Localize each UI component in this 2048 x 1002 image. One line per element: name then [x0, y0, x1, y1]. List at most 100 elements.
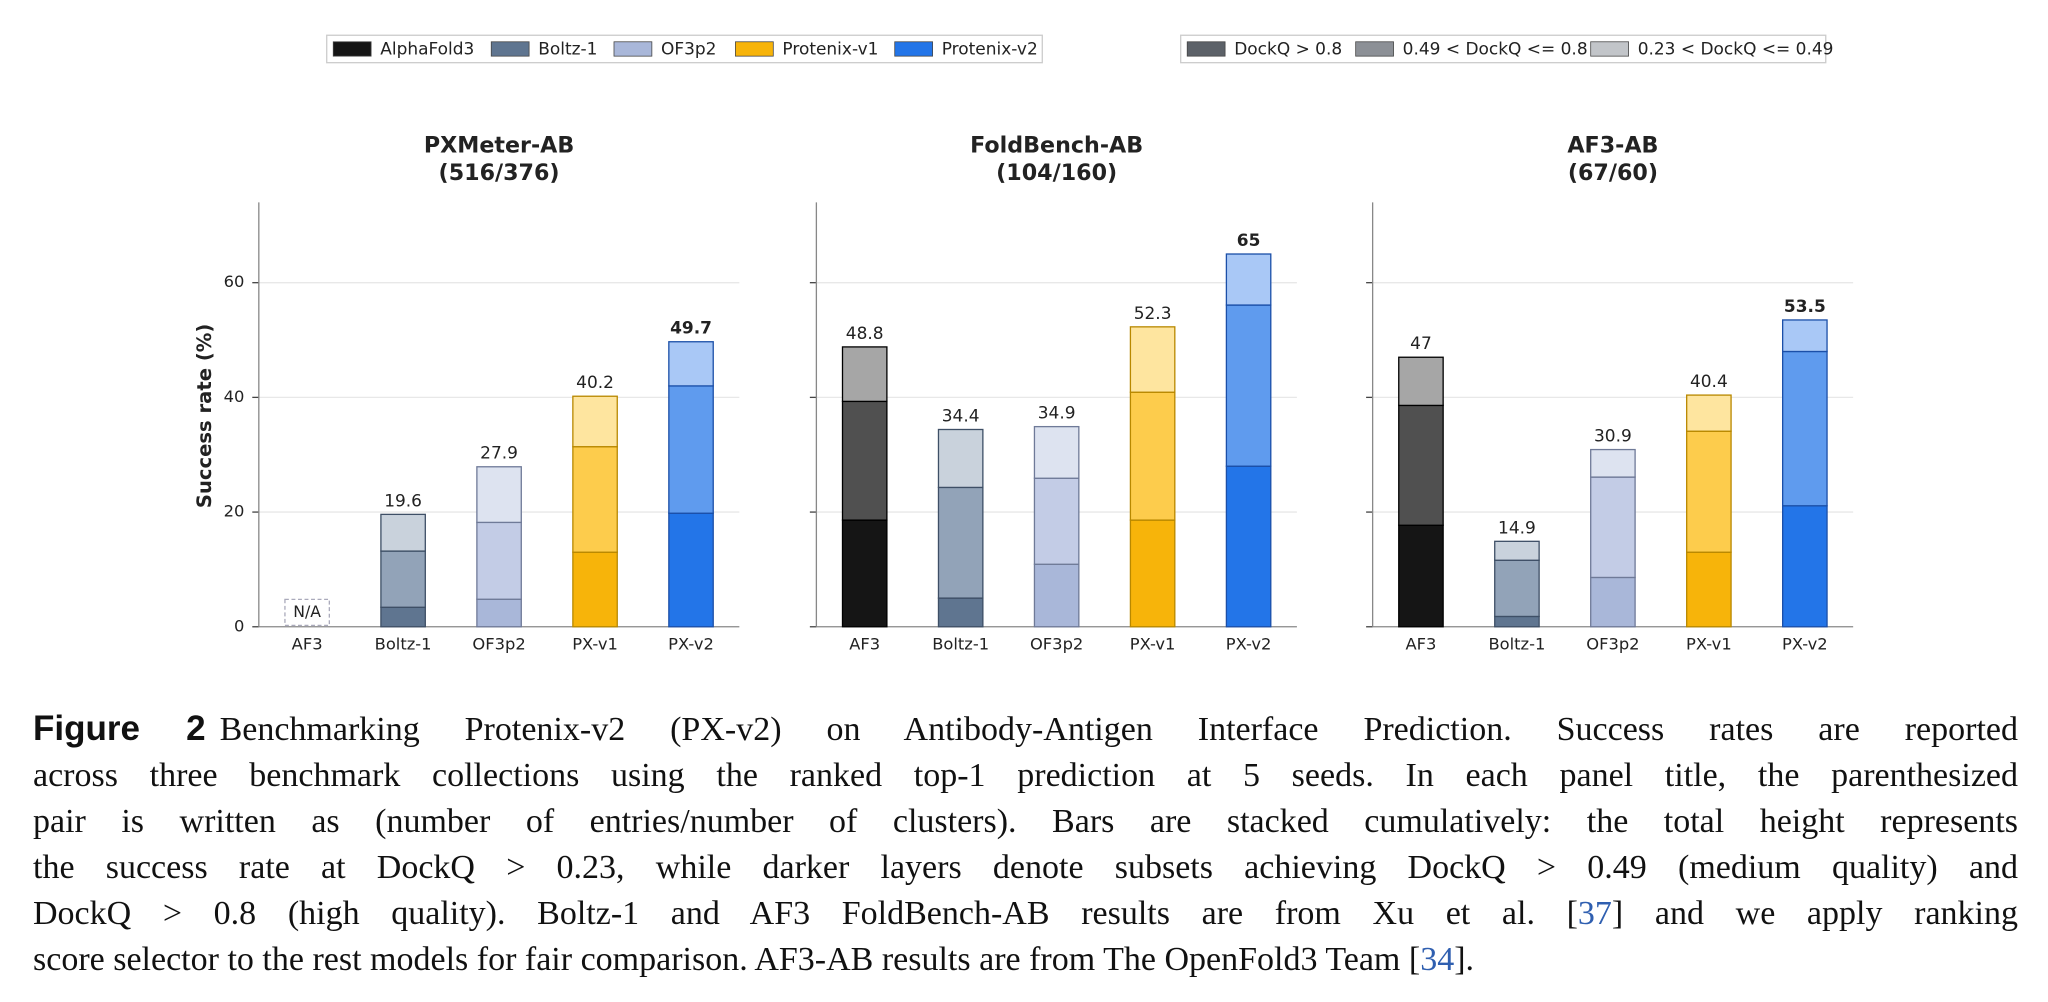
x-tick-label: Boltz-1	[932, 635, 989, 654]
value-label: 40.2	[576, 373, 614, 393]
x-tick-label: AF3	[292, 635, 323, 654]
bar-segment	[1494, 559, 1540, 618]
value-label: 52.3	[1134, 304, 1172, 324]
x-tick-label: PX-v1	[572, 635, 618, 654]
legend-label: Boltz-1	[538, 40, 597, 60]
bar-segment	[572, 446, 618, 553]
bar-segment	[476, 598, 522, 628]
bar-segment	[1590, 448, 1636, 478]
legend-label: AlphaFold3	[380, 40, 474, 60]
y-tick-label: 20	[224, 502, 245, 521]
value-label: 48.8	[846, 324, 884, 344]
caption-text: pair is written as (number of entries/nu…	[33, 803, 2018, 840]
y-tick-label: 0	[234, 616, 244, 635]
bar-segment	[1494, 540, 1540, 561]
bar-segment	[1129, 391, 1176, 521]
bar-segment	[841, 346, 888, 403]
legend-swatch	[490, 41, 530, 57]
legend-swatch	[1355, 41, 1394, 57]
bar-segment	[1225, 253, 1272, 306]
legend-swatch	[735, 41, 774, 57]
legend-label: Protenix-v2	[942, 40, 1038, 60]
y-tick-label: 40	[224, 387, 245, 406]
value-label: 30.9	[1594, 427, 1632, 447]
bar-segment	[380, 606, 426, 628]
caption-text: DockQ > 0.8 (high quality). Boltz-1 and …	[33, 895, 1578, 932]
bar-segment	[1494, 615, 1540, 628]
bar-segment	[572, 395, 618, 448]
value-label: 65	[1237, 231, 1261, 251]
caption-text: ] and we apply ranking	[1611, 895, 2018, 932]
caption-text: across three benchmark collections using…	[33, 757, 2018, 794]
x-tick-label: PX-v2	[1226, 635, 1272, 654]
legend-label: OF3p2	[661, 40, 716, 60]
bar-segment	[380, 550, 426, 608]
figure-label: Figure 2	[33, 709, 206, 748]
bar-segment	[668, 385, 714, 514]
caption-text: Benchmarking Protenix-v2 (PX-v2) on Anti…	[219, 711, 2018, 748]
bar-segment	[1686, 394, 1732, 432]
bar-segment	[1590, 576, 1636, 628]
x-tick-label: AF3	[1405, 635, 1436, 654]
bar-segment	[841, 400, 888, 521]
caption-line: score selector to the rest models for fa…	[33, 937, 2018, 983]
bar-segment	[668, 341, 714, 387]
bar-segment	[476, 521, 522, 600]
legend-box	[1180, 34, 1827, 64]
bar-segment	[1398, 404, 1444, 526]
bar-segment	[1033, 477, 1080, 565]
legend-label: DockQ > 0.8	[1234, 40, 1342, 60]
citation: 34	[1420, 941, 1455, 978]
caption-text: the success rate at DockQ > 0.23, while …	[33, 849, 2018, 886]
bar-segment	[1398, 524, 1444, 628]
bar-segment	[1033, 563, 1080, 628]
x-tick-label: AF3	[849, 635, 880, 654]
bar-segment	[1781, 350, 1828, 507]
caption-line: DockQ > 0.8 (high quality). Boltz-1 and …	[33, 891, 2018, 937]
panel-title: FoldBench-AB	[970, 133, 1143, 159]
x-tick-label: Boltz-1	[375, 635, 432, 654]
legend-swatch	[332, 41, 372, 57]
bar-segment	[937, 428, 984, 489]
bar-segment	[1590, 476, 1636, 579]
bar-segment	[1033, 425, 1080, 479]
caption-line: the success rate at DockQ > 0.23, while …	[33, 845, 2018, 891]
caption-text: score selector to the rest models for fa…	[33, 941, 1421, 978]
na-box	[284, 598, 330, 627]
x-tick-label: PX-v2	[1782, 635, 1828, 654]
value-label: 49.7	[670, 319, 712, 339]
bar-segment	[380, 513, 426, 552]
caption-text: ].	[1454, 941, 1475, 978]
x-tick-label: PX-v2	[668, 635, 714, 654]
panel-subtitle: (67/60)	[1568, 160, 1658, 186]
caption: Figure 2 Benchmarking Protenix-v2 (PX-v2)…	[33, 706, 2018, 983]
value-label: 47	[1410, 334, 1432, 354]
value-label: 40.4	[1690, 372, 1728, 392]
value-label: 53.5	[1784, 297, 1826, 317]
y-axis-label: Success rate (%)	[193, 324, 216, 508]
value-label: 34.4	[942, 406, 980, 426]
y-tick-label: 60	[224, 272, 245, 291]
bar-segment	[937, 486, 984, 599]
value-label: 19.6	[384, 491, 422, 511]
value-label: 34.9	[1038, 404, 1076, 424]
citation: 37	[1577, 895, 1612, 932]
legend-swatch	[1186, 41, 1226, 57]
caption-line: across three benchmark collections using…	[33, 753, 2018, 799]
bar-segment	[1225, 304, 1272, 467]
bar-segment	[1129, 519, 1176, 628]
panel-subtitle: (516/376)	[439, 160, 560, 186]
x-tick-label: OF3p2	[1586, 635, 1639, 654]
x-tick-label: OF3p2	[1030, 635, 1083, 654]
x-tick-label: PX-v1	[1130, 635, 1176, 654]
bar-segment	[1781, 505, 1828, 628]
bar-segment	[572, 551, 618, 628]
caption-line: Figure 2 Benchmarking Protenix-v2 (PX-v2)…	[33, 706, 2018, 753]
caption-line: pair is written as (number of entries/nu…	[33, 799, 2018, 845]
x-tick-label: PX-v1	[1686, 635, 1732, 654]
bar-segment	[1686, 430, 1732, 553]
legend-swatch	[613, 41, 653, 57]
bar-segment	[841, 519, 888, 628]
figure: AlphaFold3 Boltz-1 OF3p2 Protenix-v1 Proteni…	[193, 34, 1854, 654]
legend-label: 0.23 < DockQ <= 0.49	[1638, 40, 1834, 60]
